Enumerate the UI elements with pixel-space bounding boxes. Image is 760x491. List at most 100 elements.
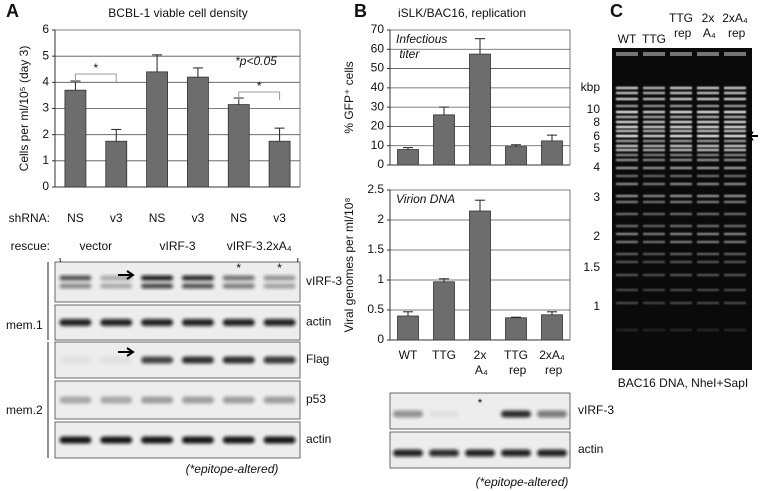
blot-mark: * xyxy=(277,261,282,275)
lane-label: WT xyxy=(618,32,637,46)
bar xyxy=(397,315,419,341)
blot-band xyxy=(222,275,255,281)
lane-label: TTG xyxy=(642,32,666,46)
gel-band xyxy=(643,194,665,198)
blot-band xyxy=(263,436,296,444)
gel-band xyxy=(616,200,638,204)
bar xyxy=(505,317,527,341)
panel-label: A xyxy=(6,1,19,21)
gel-band xyxy=(697,144,719,148)
gel-band xyxy=(643,129,665,133)
blot-band xyxy=(141,319,174,326)
gel-band xyxy=(697,232,719,236)
gel-band xyxy=(643,148,665,152)
panel-label: C xyxy=(610,1,623,21)
gel-band xyxy=(697,91,719,95)
group-label: vector xyxy=(79,239,112,253)
gel-band xyxy=(616,153,638,157)
gel-band xyxy=(670,144,692,148)
y-tick-label: 0.5 xyxy=(367,302,384,316)
group-label: vIRF-3 xyxy=(160,239,196,253)
bar xyxy=(187,76,209,188)
gel-well xyxy=(643,52,665,56)
size-label: 2 xyxy=(593,229,600,243)
lane-label: 2xA₄ rep xyxy=(722,11,748,40)
gel-band xyxy=(697,182,719,186)
gel-band xyxy=(724,148,746,152)
gel-band xyxy=(643,232,665,236)
y-axis-label: Viral genomes per ml/10⁸ xyxy=(342,198,356,333)
gel-band xyxy=(724,91,746,95)
gel-band xyxy=(724,115,746,119)
gel-band xyxy=(670,224,692,228)
y-tick-label: 1 xyxy=(42,153,49,167)
gel-band xyxy=(670,194,692,198)
blot-mark: * xyxy=(478,396,483,410)
gel-band xyxy=(697,273,719,277)
blot-band xyxy=(501,410,531,418)
size-label: 1.5 xyxy=(583,260,600,274)
gel-band xyxy=(724,224,746,228)
gel-band xyxy=(724,301,746,305)
blot-band xyxy=(501,449,531,457)
gel-band xyxy=(616,224,638,228)
gel-band xyxy=(616,252,638,256)
gel-band xyxy=(616,129,638,133)
gel-band xyxy=(643,115,665,119)
size-label: 8 xyxy=(593,115,600,129)
row-label: shRNA: xyxy=(9,211,50,225)
y-tick-label: 30 xyxy=(371,99,385,113)
blot-band xyxy=(429,449,459,457)
gel-band xyxy=(616,182,638,186)
gel-band xyxy=(724,86,746,90)
blot-band xyxy=(263,396,296,404)
gel-band xyxy=(670,139,692,143)
blot-band xyxy=(100,319,133,326)
size-label: 10 xyxy=(587,102,601,116)
blot-label: p53 xyxy=(306,392,326,406)
blot-band xyxy=(100,283,133,289)
bar xyxy=(433,114,455,166)
bar xyxy=(433,281,455,341)
blot-band xyxy=(100,396,133,404)
gel-band xyxy=(670,212,692,216)
x-tick-label: v3 xyxy=(273,211,286,225)
gel-band xyxy=(724,166,746,170)
gel-arrow xyxy=(746,131,758,141)
x-tick-label: NS xyxy=(149,211,166,225)
gel-band xyxy=(670,86,692,90)
annotation: Infectious titer xyxy=(396,32,447,61)
x-tick-label: WT xyxy=(399,348,418,362)
x-tick-label: v3 xyxy=(110,211,123,225)
gel-band xyxy=(697,139,719,143)
y-tick-label: 0 xyxy=(42,179,49,193)
gel-well xyxy=(697,52,719,56)
gel-band xyxy=(670,134,692,138)
gel-band xyxy=(616,139,638,143)
blot-band xyxy=(393,449,423,457)
bar xyxy=(105,140,128,188)
blot-band xyxy=(100,275,133,281)
gel-band xyxy=(697,301,719,305)
gel-band xyxy=(616,273,638,277)
blot-band xyxy=(59,275,92,281)
gel-unit: kbp xyxy=(581,80,601,94)
y-tick-label: 2.5 xyxy=(367,182,384,196)
blot-label: actin xyxy=(306,432,331,446)
gel-band xyxy=(697,194,719,198)
y-tick-label: 5 xyxy=(42,48,49,62)
gel-band xyxy=(697,224,719,228)
blot-arrow xyxy=(118,347,135,357)
gel-band xyxy=(724,328,746,332)
bar xyxy=(64,89,87,188)
gel-band xyxy=(697,174,719,178)
blot-mark: * xyxy=(236,261,241,275)
blot-band xyxy=(141,275,174,281)
gel-band xyxy=(643,273,665,277)
gel-band xyxy=(670,174,692,178)
size-label: 1 xyxy=(593,299,600,313)
gel-band xyxy=(697,328,719,332)
gel-well xyxy=(670,52,692,56)
blot-band xyxy=(263,319,296,326)
